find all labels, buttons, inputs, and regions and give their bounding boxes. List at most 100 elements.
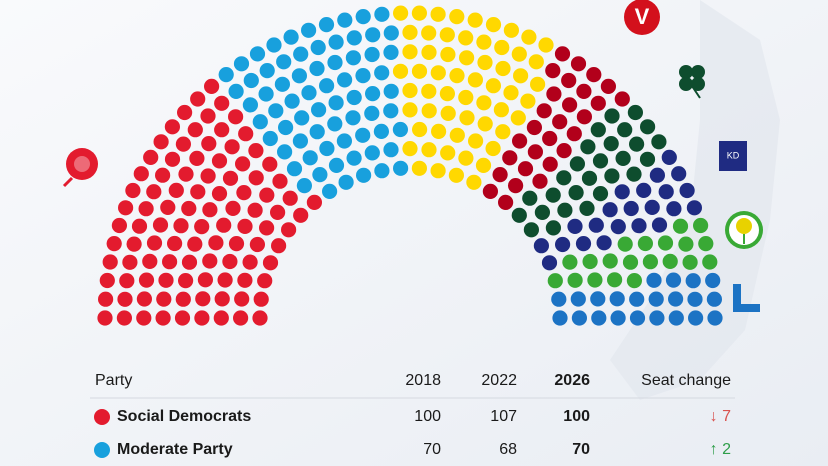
seat bbox=[247, 202, 263, 218]
seat bbox=[552, 114, 568, 130]
seat bbox=[383, 25, 399, 41]
seat bbox=[651, 217, 668, 233]
seat bbox=[119, 273, 135, 289]
seat bbox=[327, 116, 343, 132]
seat bbox=[383, 83, 399, 99]
hemicycle bbox=[97, 5, 723, 326]
seat bbox=[266, 37, 282, 53]
seat bbox=[586, 67, 602, 83]
seat bbox=[657, 235, 674, 251]
seat bbox=[337, 12, 353, 28]
seat bbox=[338, 174, 354, 190]
seat bbox=[507, 178, 524, 194]
seat bbox=[402, 82, 418, 99]
seat bbox=[383, 103, 399, 119]
seat bbox=[532, 173, 548, 189]
seat bbox=[293, 46, 309, 62]
seat bbox=[706, 291, 723, 307]
seat bbox=[262, 130, 278, 147]
seat bbox=[545, 63, 561, 79]
seat bbox=[364, 46, 380, 63]
seat bbox=[187, 122, 203, 138]
seat bbox=[276, 54, 292, 70]
seat bbox=[270, 204, 286, 220]
seat bbox=[218, 67, 234, 83]
seat bbox=[570, 291, 586, 307]
seat bbox=[257, 273, 273, 289]
seat bbox=[511, 133, 528, 149]
seat bbox=[138, 272, 155, 288]
seat bbox=[592, 186, 609, 202]
seat bbox=[485, 78, 501, 94]
seat bbox=[604, 168, 620, 184]
seat bbox=[217, 272, 233, 288]
seat bbox=[278, 119, 294, 136]
seat bbox=[596, 235, 612, 251]
seat bbox=[181, 254, 198, 270]
seat bbox=[658, 184, 674, 200]
seat bbox=[682, 254, 698, 270]
seat bbox=[306, 194, 322, 210]
seat bbox=[494, 39, 510, 56]
seat bbox=[602, 202, 618, 218]
seat bbox=[271, 238, 287, 254]
seat bbox=[167, 235, 183, 252]
seat bbox=[580, 139, 596, 155]
seat bbox=[309, 124, 325, 140]
seat bbox=[545, 187, 561, 203]
seat bbox=[649, 167, 666, 183]
seat bbox=[214, 95, 230, 111]
cell: 100 bbox=[563, 408, 590, 425]
logo-rose bbox=[62, 148, 98, 188]
seat bbox=[439, 27, 455, 43]
seat bbox=[568, 185, 584, 201]
seat bbox=[707, 310, 723, 326]
party-name: Moderate Party bbox=[117, 441, 233, 458]
seat bbox=[617, 236, 633, 252]
seat bbox=[355, 68, 371, 84]
seat bbox=[459, 50, 475, 66]
seat bbox=[705, 272, 721, 289]
seat bbox=[693, 217, 709, 234]
seat bbox=[238, 126, 254, 142]
seat bbox=[249, 236, 265, 253]
seat bbox=[562, 97, 578, 113]
seat bbox=[102, 254, 118, 270]
seat bbox=[125, 182, 141, 199]
seat bbox=[402, 141, 418, 157]
seat bbox=[248, 170, 264, 186]
seat bbox=[526, 119, 543, 136]
seat bbox=[302, 150, 318, 166]
seat bbox=[328, 157, 345, 173]
seat bbox=[214, 122, 230, 138]
seat bbox=[301, 22, 317, 38]
seat bbox=[138, 201, 154, 217]
seat bbox=[133, 166, 149, 182]
seat bbox=[291, 68, 307, 84]
seat bbox=[345, 110, 361, 126]
seat bbox=[567, 272, 583, 288]
seat bbox=[262, 156, 278, 172]
seat bbox=[233, 310, 249, 326]
seat bbox=[607, 272, 623, 288]
seat bbox=[421, 83, 437, 99]
seat bbox=[164, 119, 180, 135]
seat bbox=[392, 63, 409, 79]
column-header: 2026 bbox=[554, 372, 590, 389]
seat bbox=[175, 291, 191, 307]
seat bbox=[610, 219, 626, 235]
seat bbox=[678, 236, 694, 252]
seat bbox=[530, 76, 546, 92]
seat bbox=[591, 310, 607, 326]
seat bbox=[411, 63, 428, 79]
seat bbox=[575, 236, 592, 252]
seat bbox=[224, 139, 240, 155]
seat bbox=[592, 153, 609, 169]
seat bbox=[485, 17, 502, 33]
seat bbox=[262, 255, 279, 271]
seat bbox=[477, 54, 493, 71]
seat bbox=[637, 235, 654, 252]
seat bbox=[155, 310, 171, 326]
seat bbox=[421, 103, 437, 119]
